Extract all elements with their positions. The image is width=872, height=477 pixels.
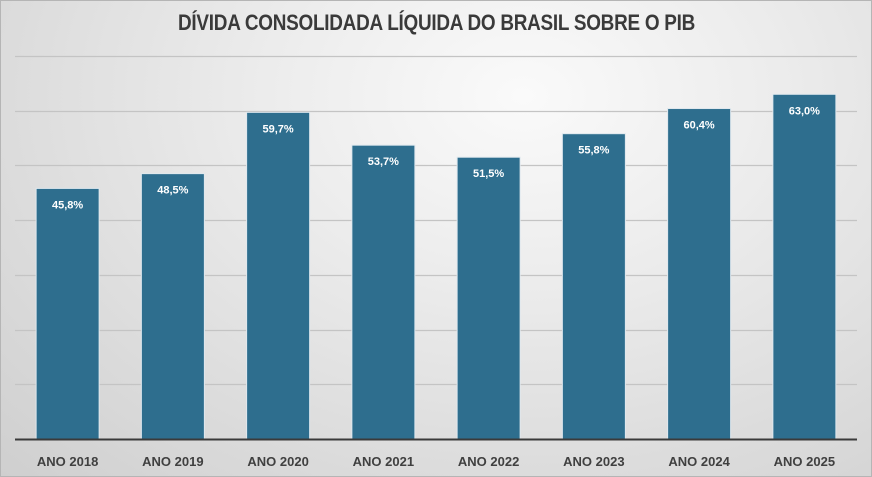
bar <box>351 144 416 440</box>
x-tick-label: ANO 2021 <box>353 454 414 469</box>
chart-title: DÍVIDA CONSOLIDADA LÍQUIDA DO BRASIL SOB… <box>178 10 696 35</box>
bar <box>35 187 100 440</box>
bar <box>456 156 521 440</box>
x-tick-label: ANO 2019 <box>142 454 203 469</box>
data-label: 45,8% <box>52 199 83 211</box>
bar <box>140 173 205 440</box>
bar <box>246 111 311 440</box>
bar <box>561 133 626 440</box>
x-tick-label: ANO 2024 <box>668 454 730 469</box>
x-tick-label: ANO 2020 <box>247 454 308 469</box>
bar <box>772 93 837 440</box>
data-label: 48,5% <box>157 185 188 197</box>
data-label: 59,7% <box>263 123 294 135</box>
x-tick-label: ANO 2022 <box>458 454 519 469</box>
data-label: 63,0% <box>789 105 820 117</box>
x-tick-label: ANO 2018 <box>37 454 98 469</box>
x-tick-label: ANO 2023 <box>563 454 624 469</box>
data-label: 53,7% <box>368 156 399 168</box>
data-label: 51,5% <box>473 168 504 180</box>
bar <box>667 108 732 440</box>
data-label: 60,4% <box>684 120 715 132</box>
x-tick-label: ANO 2025 <box>774 454 835 469</box>
data-label: 55,8% <box>578 145 609 157</box>
